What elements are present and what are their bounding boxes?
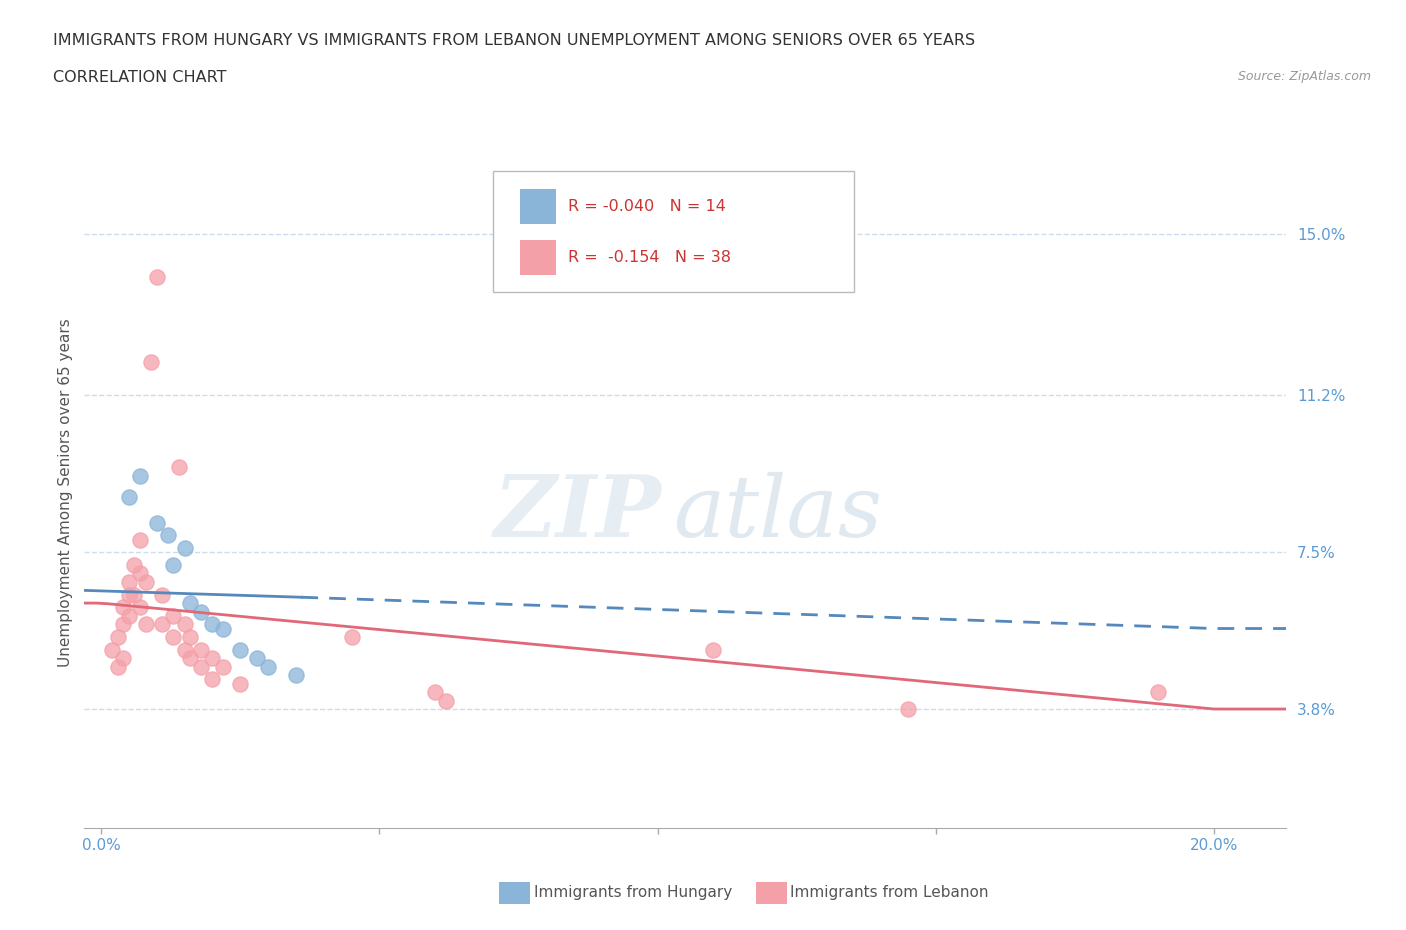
Point <box>107 659 129 674</box>
Point <box>179 630 201 644</box>
Text: atlas: atlas <box>673 472 883 554</box>
Point <box>112 651 135 666</box>
Text: Source: ZipAtlas.com: Source: ZipAtlas.com <box>1237 70 1371 83</box>
Point <box>190 659 212 674</box>
Text: IMMIGRANTS FROM HUNGARY VS IMMIGRANTS FROM LEBANON UNEMPLOYMENT AMONG SENIORS OV: IMMIGRANTS FROM HUNGARY VS IMMIGRANTS FR… <box>53 33 976 47</box>
Point <box>124 587 146 602</box>
Point <box>212 659 235 674</box>
Point <box>129 532 152 547</box>
Point <box>118 490 141 505</box>
Point <box>173 617 195 631</box>
Bar <box>520 240 555 274</box>
Text: Immigrants from Hungary: Immigrants from Hungary <box>534 885 733 900</box>
Point <box>246 651 269 666</box>
Point <box>173 643 195 658</box>
Point <box>135 617 157 631</box>
Point <box>212 621 235 636</box>
Text: Immigrants from Lebanon: Immigrants from Lebanon <box>790 885 988 900</box>
Point <box>118 587 141 602</box>
Point <box>112 617 135 631</box>
Point <box>423 684 446 699</box>
Bar <box>520 189 555 224</box>
Point <box>167 460 190 475</box>
Point <box>129 600 152 615</box>
Point <box>118 575 141 590</box>
Point <box>179 595 201 610</box>
Point <box>702 643 724 658</box>
FancyBboxPatch shape <box>494 171 853 292</box>
Point <box>150 617 173 631</box>
Point <box>107 630 129 644</box>
Point <box>340 630 363 644</box>
Point <box>1147 684 1170 699</box>
Point <box>201 651 224 666</box>
Point <box>190 643 212 658</box>
Point <box>162 630 184 644</box>
Point <box>190 604 212 619</box>
Point <box>284 668 307 683</box>
Point <box>129 469 152 484</box>
Point <box>229 643 252 658</box>
Y-axis label: Unemployment Among Seniors over 65 years: Unemployment Among Seniors over 65 years <box>58 318 73 668</box>
Point <box>124 557 146 572</box>
Point <box>179 651 201 666</box>
Point <box>173 540 195 555</box>
Point <box>162 557 184 572</box>
Point <box>156 528 179 543</box>
Point <box>897 701 920 716</box>
Text: R = -0.040   N = 14: R = -0.040 N = 14 <box>568 199 725 214</box>
Point <box>150 587 173 602</box>
Point <box>112 600 135 615</box>
Point <box>141 354 163 369</box>
Point <box>129 566 152 581</box>
Point <box>201 672 224 687</box>
Text: ZIP: ZIP <box>494 472 661 554</box>
Text: CORRELATION CHART: CORRELATION CHART <box>53 70 226 85</box>
Point <box>145 515 167 530</box>
Point <box>145 270 167 285</box>
Point <box>162 608 184 623</box>
Point <box>201 617 224 631</box>
Point <box>257 659 280 674</box>
Point <box>135 575 157 590</box>
Point <box>434 693 457 708</box>
Text: R =  -0.154   N = 38: R = -0.154 N = 38 <box>568 249 731 265</box>
Point <box>229 676 252 691</box>
Point <box>101 643 124 658</box>
Point <box>118 608 141 623</box>
